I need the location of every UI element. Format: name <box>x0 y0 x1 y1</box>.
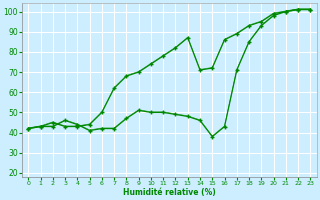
X-axis label: Humidité relative (%): Humidité relative (%) <box>123 188 216 197</box>
